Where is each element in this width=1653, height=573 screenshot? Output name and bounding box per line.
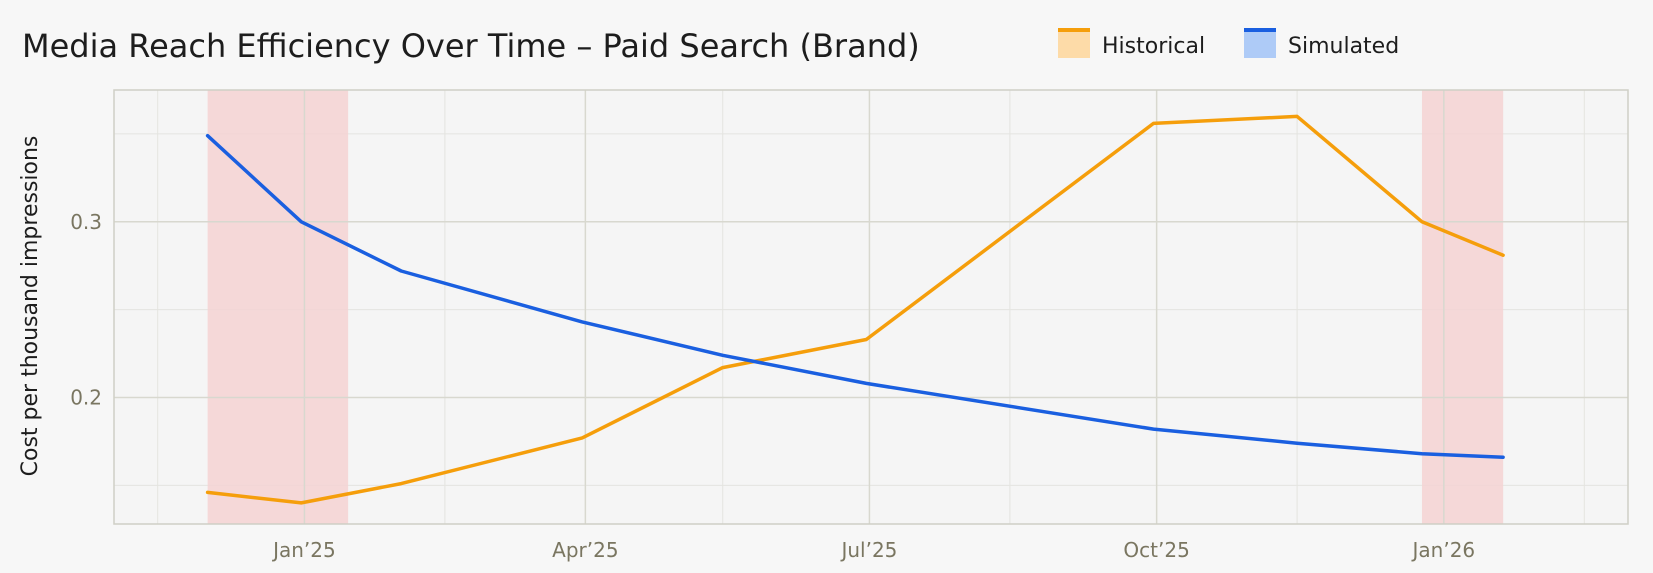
shaded-region-1: [207, 90, 349, 524]
x-tick-label: Jan’25: [271, 538, 336, 562]
y-tick-label: 0.3: [70, 210, 102, 234]
legend-swatch-historical: [1058, 30, 1090, 58]
plot-background: [114, 90, 1628, 524]
legend-swatch-simulated-line: [1244, 28, 1276, 32]
plot-frame: [113, 89, 1629, 525]
y-axis-label: Cost per thousand impressions: [18, 136, 43, 477]
legend-item-simulated: Simulated: [1244, 28, 1399, 59]
x-tick-label: Apr’25: [552, 538, 618, 562]
x-tick-label: Oct’25: [1123, 538, 1189, 562]
legend-swatch-historical-line: [1058, 28, 1090, 32]
legend-item-historical: Historical: [1058, 28, 1205, 59]
x-tick-label: Jan’26: [1411, 538, 1476, 562]
plot-area: Jan’25 Apr’25 Jul’25 Oct’25 Jan’26 0.2 0.3: [70, 89, 1629, 562]
chart-title: Media Reach Efficiency Over Time – Paid …: [22, 27, 920, 65]
series-line-historical: [205, 114, 1505, 505]
series-line-simulated: [205, 133, 1505, 459]
legend-label-historical: Historical: [1102, 34, 1205, 59]
legend: Historical Simulated: [1058, 28, 1399, 59]
legend-label-simulated: Simulated: [1288, 34, 1399, 59]
x-tick-label: Jul’25: [839, 538, 897, 562]
legend-swatch-simulated: [1244, 30, 1276, 58]
y-tick-label: 0.2: [70, 385, 102, 409]
shaded-region-2: [1421, 90, 1504, 524]
